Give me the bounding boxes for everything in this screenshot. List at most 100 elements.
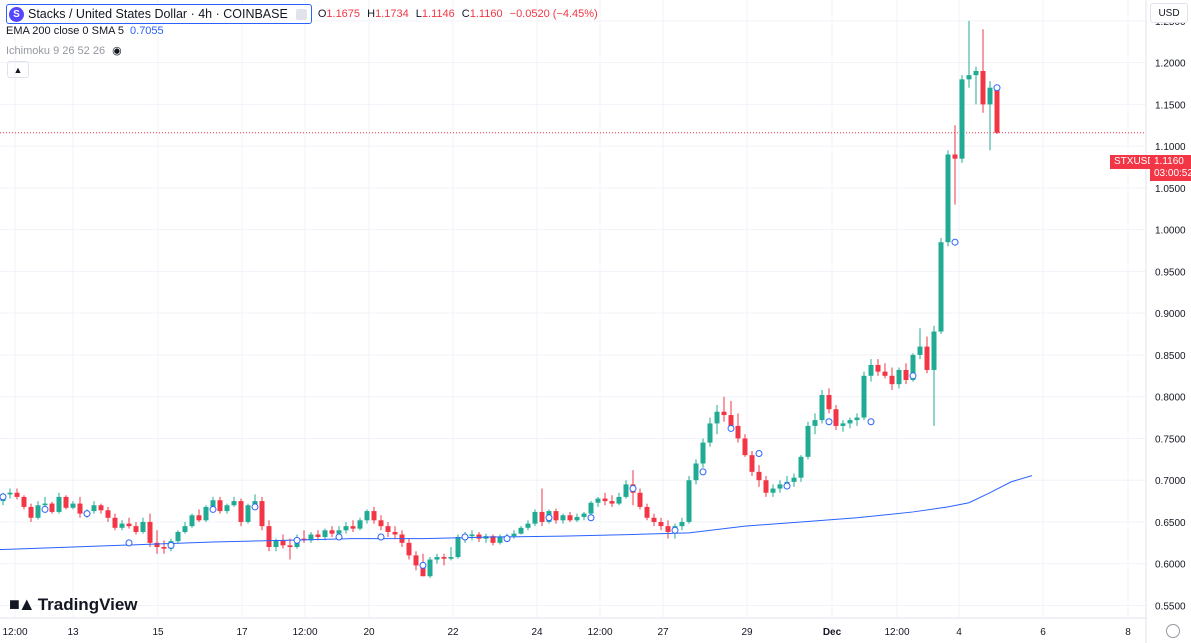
x-tick-label: 12:00 xyxy=(884,627,909,638)
candle-down xyxy=(637,492,643,507)
candle-down xyxy=(735,425,741,439)
candle-down xyxy=(378,520,384,527)
candle-up xyxy=(308,534,314,541)
low-value: 1.1146 xyxy=(421,8,455,20)
candle-down xyxy=(875,364,881,372)
tradingview-watermark[interactable]: ■▲ TradingView xyxy=(9,594,138,615)
legend-ema-row[interactable]: EMA 200 close 0 SMA 5 0.7055 xyxy=(6,25,164,37)
legend-ichimoku-row[interactable]: Ichimoku 9 26 52 26 ◉ xyxy=(6,44,122,58)
candle-up xyxy=(427,559,433,577)
high-label: H xyxy=(367,8,376,20)
candle-up xyxy=(189,515,195,527)
ichimoku-marker xyxy=(587,514,595,522)
ichimoku-marker xyxy=(41,505,49,513)
candle-up xyxy=(70,503,76,508)
ichimoku-marker xyxy=(419,561,427,569)
candle-up xyxy=(959,79,965,159)
x-tick-label: 15 xyxy=(152,627,164,638)
ichimoku-marker xyxy=(125,539,133,547)
eye-hidden-icon[interactable]: ◉ xyxy=(112,45,122,57)
ema-200-polyline xyxy=(0,475,1033,551)
candle-down xyxy=(98,505,104,511)
y-tick-label: 0.8500 xyxy=(1155,351,1186,362)
candle-down xyxy=(490,536,496,543)
candle-up xyxy=(560,515,566,521)
y-tick-label: 1.1000 xyxy=(1155,142,1186,153)
ema-value: 0.7055 xyxy=(130,25,164,37)
candle-up xyxy=(434,557,440,560)
symbol-title[interactable]: Stacks / United States Dollar · 4h · COI… xyxy=(28,7,288,21)
candle-up xyxy=(343,526,349,531)
candle-down xyxy=(385,526,391,532)
ichimoku-marker xyxy=(755,449,763,457)
x-tick-label: 6 xyxy=(1040,627,1046,638)
close-value: 1.1160 xyxy=(469,8,503,20)
candle-down xyxy=(63,496,69,508)
candle-down xyxy=(756,471,762,481)
candle-up xyxy=(987,87,993,105)
candle-up xyxy=(931,331,937,370)
candle-down xyxy=(392,531,398,535)
candle-up xyxy=(868,364,874,376)
ichimoku-marker xyxy=(503,535,511,543)
symbol-search-box[interactable]: S Stacks / United States Dollar · 4h · C… xyxy=(6,4,312,24)
candle-down xyxy=(77,503,83,514)
candle-up xyxy=(511,533,517,537)
candle-down xyxy=(49,503,55,512)
candle-down xyxy=(21,496,27,507)
candle-down xyxy=(833,409,839,426)
x-tick-label: 12:00 xyxy=(587,627,612,638)
candle-up xyxy=(854,417,860,421)
candle-down xyxy=(539,511,545,522)
candle-up xyxy=(679,521,685,527)
candle-up xyxy=(896,369,902,385)
tradingview-logo-icon: ■▲ xyxy=(9,594,36,614)
last-price-value: 1.1160 xyxy=(1154,156,1184,167)
y-tick-label: 0.6500 xyxy=(1155,518,1186,529)
candle-up xyxy=(245,505,251,522)
candle-up xyxy=(581,513,587,517)
candle-up xyxy=(35,505,41,518)
candle-up xyxy=(448,557,454,559)
last-price-label: 1.1160 03:00:52 xyxy=(1150,155,1191,181)
candle-down xyxy=(994,89,1000,133)
candle-down xyxy=(644,506,650,518)
flag-icon[interactable] xyxy=(295,8,307,20)
candle-up xyxy=(203,506,209,521)
candle-up xyxy=(770,488,776,493)
candle-up xyxy=(798,456,804,478)
candle-up xyxy=(56,496,62,512)
candle-down xyxy=(882,371,888,376)
candle-up xyxy=(140,521,146,532)
ema-200-line xyxy=(0,475,1033,551)
ichimoku-marker xyxy=(699,468,707,476)
x-tick-label: 4 xyxy=(956,627,962,638)
x-tick-label: 8 xyxy=(1125,627,1131,638)
candle-up xyxy=(700,442,706,464)
candle-up xyxy=(819,395,825,421)
x-tick-label: 27 xyxy=(657,627,669,638)
candle-down xyxy=(553,511,559,521)
candle-up xyxy=(469,534,475,537)
x-axis-tick-labels[interactable]: 12:00 13 15 17 12:00 20 22 24 12:00 27 29 Dec 12:00 4… xyxy=(2,627,1131,638)
y-tick-label: 0.9500 xyxy=(1155,267,1186,278)
ema-label: EMA 200 close 0 SMA 5 xyxy=(6,25,125,37)
candle-down xyxy=(567,515,573,521)
ohlc-values: O1.1675 H1.1734 L1.1146 C1.1160 −0.0520 … xyxy=(318,8,602,20)
candle-down xyxy=(259,501,265,527)
candle-down xyxy=(266,526,272,548)
candle-up xyxy=(840,423,846,426)
candles-group xyxy=(0,20,1000,578)
currency-button[interactable]: USD xyxy=(1150,3,1188,23)
watermark-text: TradingView xyxy=(37,594,138,614)
candle-up xyxy=(322,530,328,537)
y-tick-label: 0.7000 xyxy=(1155,476,1186,487)
collapse-legend-button[interactable]: ▲ xyxy=(7,61,29,78)
x-tick-label: 24 xyxy=(531,627,543,638)
x-tick-label: 13 xyxy=(67,627,79,638)
candle-up xyxy=(175,531,181,542)
high-value: 1.1734 xyxy=(375,8,409,20)
candle-down xyxy=(651,517,657,522)
settings-gear-icon[interactable] xyxy=(1166,624,1180,638)
